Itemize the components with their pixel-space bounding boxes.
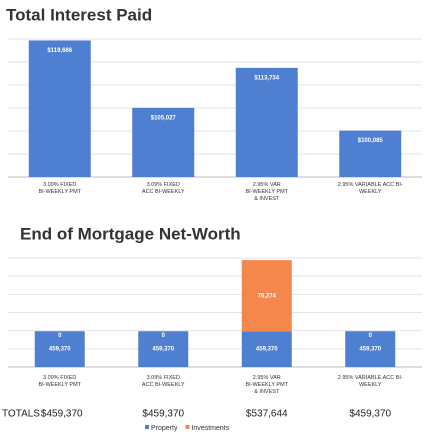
legend-label: Property <box>151 425 178 432</box>
legend-swatch <box>185 425 190 429</box>
legend-label: Investments <box>191 425 229 432</box>
chart-title: Total Interest Paid <box>6 5 152 24</box>
x-tick-label: 3.09% FIXED ACC BI-WEEKLY <box>142 182 185 195</box>
bar-segment <box>345 331 396 367</box>
x-tick-label: 2.95% VARIABLE ACC BI-WEEKLY <box>338 182 403 195</box>
data-label: 459,370 <box>256 347 278 353</box>
bar-segment <box>34 331 85 367</box>
data-label: 78,274 <box>258 293 277 299</box>
x-tick-label: 2.95% VAR BI-WEEKLY PMT & INVEST <box>245 182 288 202</box>
x-tick-label: 3.09% FIXED ACC BI-WEEKLY <box>142 375 185 388</box>
x-tick-label: 3.09% FIXED BI-WEEKLY PMT <box>38 375 81 388</box>
total-value: $459,370 <box>142 409 184 420</box>
data-label: 0 <box>58 333 62 339</box>
bar <box>132 107 195 177</box>
data-label: 459,370 <box>359 347 381 353</box>
total-value: $459,370 <box>41 409 83 420</box>
data-label: 0 <box>369 333 373 339</box>
data-label: 459,370 <box>152 347 174 353</box>
bar-segment <box>241 331 292 367</box>
data-label: 0 <box>162 333 166 339</box>
legend-swatch <box>145 425 149 429</box>
bar-segment <box>138 331 189 367</box>
bar <box>28 40 91 178</box>
totals-label: TOTALS <box>2 409 40 420</box>
x-tick-label: 2.95% VARIABLE ACC BI-WEEKLY <box>338 375 403 388</box>
data-label: $100,085 <box>358 138 384 144</box>
total-value: $459,370 <box>349 409 391 420</box>
bar <box>235 67 298 177</box>
data-label: $113,734 <box>254 75 279 81</box>
bar-segment <box>241 260 292 332</box>
data-label: $105,027 <box>151 115 177 121</box>
x-tick-label: 2.95% VAR BI-WEEKLY PMT & INVEST <box>245 375 288 395</box>
x-tick-label: 3.09% FIXED BI-WEEKLY PMT <box>38 182 81 195</box>
bar <box>339 130 402 177</box>
total-value: $537,644 <box>246 409 288 420</box>
data-label: 459,370 <box>49 347 71 353</box>
data-label: $119,686 <box>47 48 72 54</box>
chart-title: End of Mortgage Net-Worth <box>20 224 241 243</box>
